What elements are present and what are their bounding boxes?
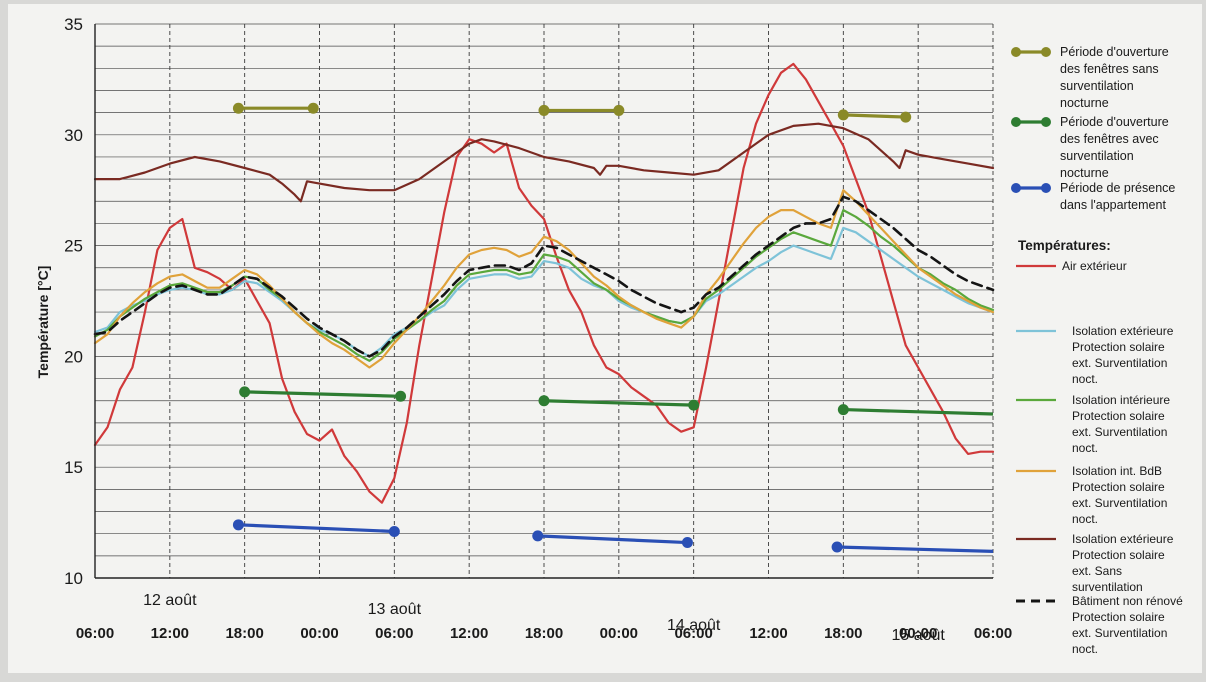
- day-label: 12 août: [143, 592, 197, 609]
- y-tick-label: 10: [64, 569, 83, 588]
- period-marker: [532, 530, 544, 542]
- period-marker: [395, 390, 407, 402]
- x-tick-label: 18:00: [824, 625, 862, 642]
- chart-background: [8, 4, 1202, 673]
- legend-series-label: Isolation intérieure Protection solaire ex…: [1072, 393, 1170, 455]
- day-label: 14 août: [667, 617, 721, 634]
- x-axis-day-labels: 12 août 13 août 14 août 15 août: [143, 592, 945, 644]
- legend-period-label: Période d'ouverture des fenêtres sans surv…: [1060, 45, 1169, 110]
- x-tick-label: 00:00: [300, 625, 338, 642]
- legend-heading: Températures:: [1018, 238, 1111, 253]
- series-line-2: [93, 209, 995, 362]
- period-marker: [538, 104, 550, 116]
- period-marker: [831, 541, 843, 553]
- y-axis-ticks: 10 15 20 25 30 35: [64, 15, 83, 588]
- period-marker: [388, 525, 400, 537]
- series-line-0: [93, 62, 995, 504]
- series-layer: [93, 62, 995, 504]
- x-tick-label: 06:00: [76, 625, 114, 642]
- period-segment-avec: [244, 390, 401, 398]
- legend-period-marker: [1011, 183, 1021, 193]
- legend-series-label: Isolation extérieure Protection solaire ex…: [1072, 324, 1174, 386]
- x-tick-label: 12:00: [450, 625, 488, 642]
- y-tick-label: 20: [64, 347, 83, 366]
- legend-period-marker: [1041, 183, 1051, 193]
- period-layer: [232, 102, 994, 554]
- period-segment-avec: [843, 407, 994, 416]
- y-tick-label: 35: [64, 15, 83, 34]
- series-line-4: [93, 122, 995, 203]
- legend-period-marker: [1011, 117, 1021, 127]
- day-label: 15 août: [891, 627, 945, 644]
- y-axis-label: Température [°C]: [35, 266, 51, 379]
- period-marker: [232, 519, 244, 531]
- x-tick-label: 00:00: [600, 625, 638, 642]
- grid: [94, 23, 994, 579]
- x-tick-label: 18:00: [225, 625, 263, 642]
- x-tick-label: 00:00: [899, 625, 937, 642]
- period-segment-presence: [537, 534, 688, 545]
- x-tick-label: 06:00: [674, 625, 712, 642]
- x-tick-label: 06:00: [375, 625, 413, 642]
- series-line-1: [93, 226, 995, 358]
- day-label: 13 août: [368, 601, 422, 618]
- y-tick-label: 30: [64, 126, 83, 145]
- period-marker: [837, 404, 849, 416]
- period-marker: [837, 109, 849, 121]
- series-line-3: [93, 189, 995, 369]
- legend-series-label: Air extérieur: [1062, 259, 1127, 273]
- period-segment-presence: [837, 545, 994, 554]
- period-marker: [232, 102, 244, 114]
- period-marker: [613, 104, 625, 116]
- x-tick-label: 18:00: [525, 625, 563, 642]
- period-segment-avec: [543, 399, 694, 407]
- legend-period-label: Période d'ouverture des fenêtres avec surv…: [1060, 115, 1169, 180]
- period-segment-sans: [843, 113, 906, 119]
- period-marker: [239, 386, 251, 398]
- x-tick-label: 06:00: [974, 625, 1012, 642]
- period-marker: [307, 102, 319, 114]
- axis-frame: [94, 24, 993, 579]
- series-line-5: [93, 195, 995, 358]
- legend: Période d'ouverture des fenêtres sans surv…: [1011, 45, 1183, 656]
- legend-period-marker: [1011, 47, 1021, 57]
- period-marker: [688, 399, 700, 411]
- legend-series-label: Isolation extérieure Protection solaire ex…: [1072, 532, 1174, 594]
- period-marker: [538, 395, 550, 407]
- period-segment-presence: [238, 523, 395, 534]
- legend-period-marker: [1041, 117, 1051, 127]
- legend-period-marker: [1041, 47, 1051, 57]
- legend-period-label: Période de présence dans l'appartement: [1060, 181, 1175, 212]
- legend-series-label: Bâtiment non rénové Protection solaire ext…: [1072, 594, 1183, 656]
- period-marker: [900, 111, 912, 123]
- period-marker: [681, 537, 693, 549]
- x-tick-label: 12:00: [151, 625, 189, 642]
- y-tick-label: 15: [64, 458, 83, 477]
- legend-series-label: Isolation int. BdB Protection solaire ext.…: [1072, 464, 1167, 526]
- x-tick-label: 12:00: [749, 625, 787, 642]
- y-tick-label: 25: [64, 237, 83, 256]
- x-axis-ticks: 06:00 12:00 18:00 00:00 06:00 12:00 18:00 00:00…: [76, 625, 1012, 642]
